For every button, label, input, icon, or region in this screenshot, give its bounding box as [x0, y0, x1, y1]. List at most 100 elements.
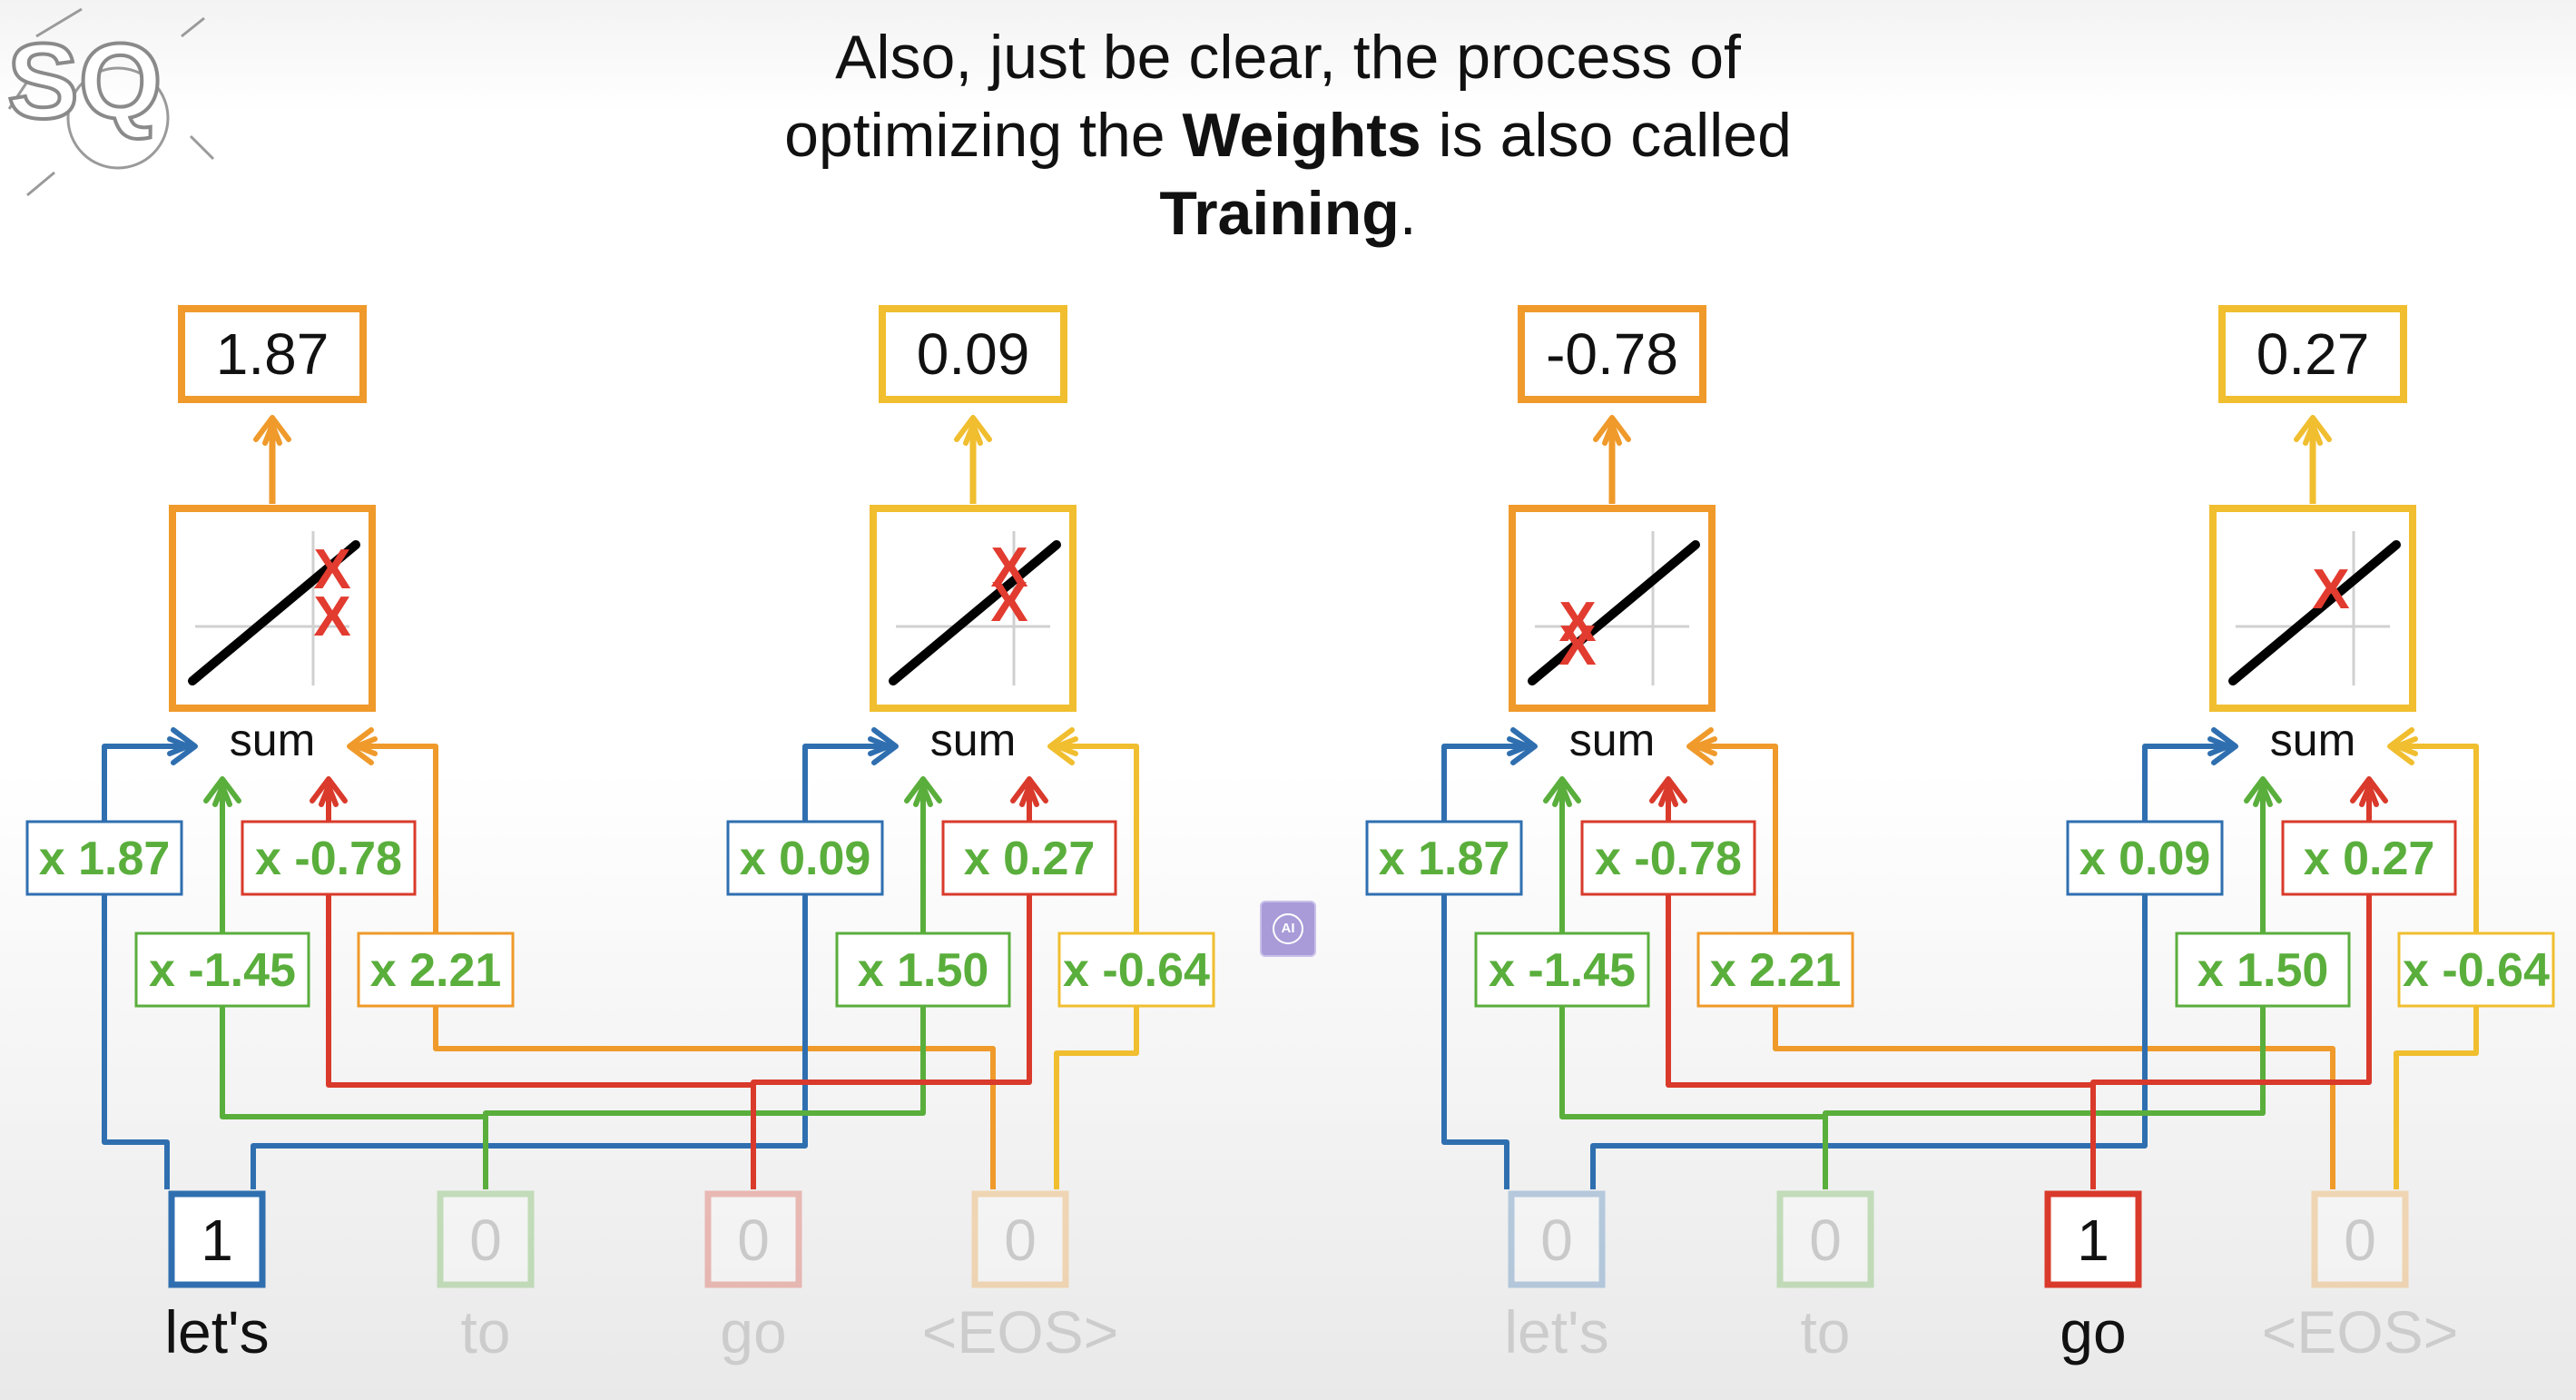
input-word: to — [1800, 1298, 1850, 1365]
ai-assistant-button[interactable]: AI — [1260, 901, 1316, 957]
sum-arrow-eos — [347, 727, 378, 765]
weight-value: x -1.45 — [149, 944, 296, 997]
weight-box — [241, 820, 417, 896]
input-box — [971, 1190, 1069, 1288]
caption-line-2: optimizing the Weights is also called — [784, 101, 1792, 170]
weight-box — [1580, 820, 1756, 896]
statquest-logo-icon: SQ — [5, 7, 215, 197]
activation-function: XX — [870, 505, 1077, 712]
weight-top-blue: x 0.09 — [2066, 820, 2224, 896]
sum-arrow-red — [2350, 776, 2388, 807]
weight-box — [357, 932, 515, 1008]
input-node: 1 let's — [164, 1190, 270, 1365]
activation-point: X — [313, 538, 350, 601]
sum-label: sum — [930, 715, 1016, 765]
activation-line — [889, 540, 1061, 685]
output-value: 1.87 — [216, 321, 329, 387]
input-node: 1 go — [2044, 1190, 2142, 1365]
wire-eos — [1698, 744, 2335, 1189]
sum-arrow-green — [2244, 776, 2282, 807]
activation-point: X — [1558, 615, 1596, 677]
output-box — [1518, 305, 1706, 403]
sum-arrow-blue — [1507, 727, 1538, 765]
wire-blue — [102, 744, 186, 1189]
weight-value: x 1.50 — [858, 944, 989, 997]
sum-arrow-green — [1543, 776, 1581, 807]
weight-top-blue: x 1.87 — [25, 820, 183, 896]
weight-value: x -0.78 — [255, 833, 402, 885]
weight-value: x 0.27 — [964, 833, 1096, 885]
weight-bottom-green: x -1.45 — [134, 932, 310, 1008]
weight-value: x -0.64 — [1063, 944, 1210, 997]
sum-label: sum — [230, 715, 315, 765]
weight-box — [2397, 932, 2555, 1008]
weight-box — [1365, 820, 1523, 896]
input-node: 0 <EOS> — [922, 1190, 1118, 1365]
sum-label: sum — [2270, 715, 2355, 765]
weight-value: x 2.21 — [370, 944, 502, 997]
activation-function: XX — [1509, 505, 1716, 712]
input-word: <EOS> — [922, 1298, 1118, 1365]
weight-bottom-eos: x -0.64 — [2397, 932, 2555, 1008]
input-word: go — [720, 1298, 786, 1365]
activation-line — [1528, 540, 1700, 685]
weight-value: x -1.45 — [1489, 944, 1636, 997]
weight-box — [835, 932, 1011, 1008]
wire-red — [751, 790, 1032, 1189]
weight-top-red: x 0.27 — [2281, 820, 2457, 896]
output-arrow-head — [2294, 415, 2332, 446]
sum-arrow-blue — [2207, 727, 2238, 765]
sum-label: sum — [1569, 715, 1655, 765]
weight-top-blue: x 0.09 — [726, 820, 884, 896]
input-value: 0 — [2344, 1208, 2376, 1273]
wire-eos — [359, 744, 996, 1189]
weight-bottom-eos: x 2.21 — [357, 932, 515, 1008]
weight-box — [134, 932, 310, 1008]
activation-frame — [169, 505, 376, 712]
activation-point: X — [1558, 591, 1596, 654]
input-node: 0 go — [704, 1190, 802, 1365]
weight-value: x 1.87 — [39, 833, 171, 885]
output-arrow-head — [253, 415, 291, 446]
activation-line — [2228, 540, 2401, 685]
input-box — [437, 1190, 535, 1288]
weight-value: x -0.78 — [1595, 833, 1742, 885]
wire-eos — [1054, 744, 1139, 1189]
activation-point: X — [990, 571, 1027, 634]
weight-value: x 0.27 — [2304, 833, 2435, 885]
input-box — [168, 1190, 266, 1288]
sum-arrow-red — [1010, 776, 1048, 807]
input-word: let's — [1504, 1298, 1608, 1365]
weight-box — [1057, 932, 1215, 1008]
sum-arrow-green — [904, 776, 942, 807]
weight-value: x 2.21 — [1710, 944, 1842, 997]
wire-blue — [1441, 744, 1526, 1189]
input-box — [704, 1190, 802, 1288]
sum-arrow-blue — [868, 727, 899, 765]
input-value: 1 — [201, 1208, 233, 1273]
output-box — [178, 305, 367, 403]
input-value: 0 — [1004, 1208, 1037, 1273]
weight-value: x -0.64 — [2403, 944, 2550, 997]
activation-function: XX — [169, 505, 376, 712]
input-value: 0 — [469, 1208, 502, 1273]
neuron-output: 0.09 — [879, 305, 1067, 403]
sum-arrow-eos — [1047, 727, 1078, 765]
wire-blue — [251, 744, 887, 1189]
input-node: 0 <EOS> — [2262, 1190, 2458, 1365]
weight-box — [2175, 932, 2351, 1008]
weight-value: x 0.09 — [740, 833, 871, 885]
sum-arrow-eos — [2387, 727, 2418, 765]
input-value: 1 — [2077, 1208, 2109, 1273]
weight-bottom-green: x 1.50 — [835, 932, 1011, 1008]
output-value: 0.09 — [917, 321, 1030, 387]
input-node: 0 to — [1776, 1190, 1874, 1365]
weight-top-red: x 0.27 — [941, 820, 1117, 896]
input-word: go — [2060, 1298, 2126, 1365]
input-box — [1776, 1190, 1874, 1288]
weight-value: x 0.09 — [2079, 833, 2211, 885]
input-word: to — [460, 1298, 510, 1365]
activation-function: X — [2209, 505, 2416, 712]
ai-icon: AI — [1273, 913, 1303, 944]
